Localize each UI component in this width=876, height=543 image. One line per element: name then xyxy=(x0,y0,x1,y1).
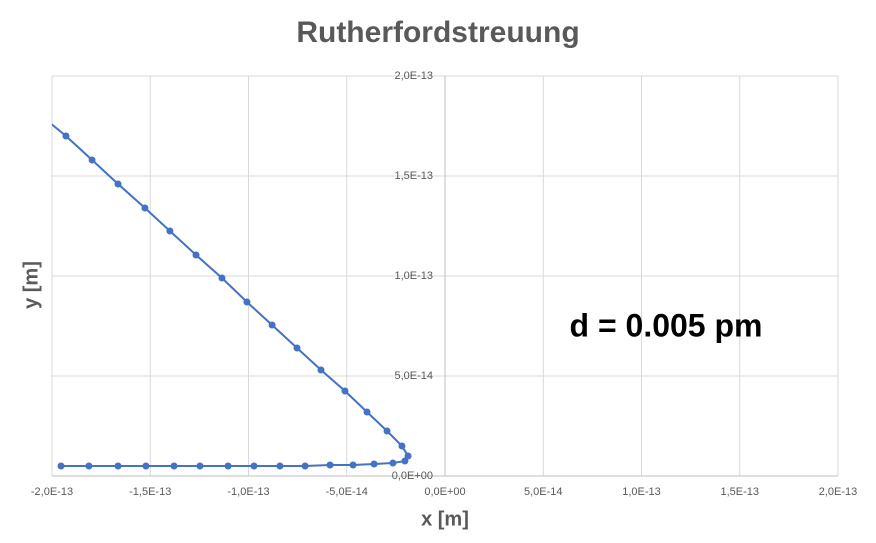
data-point xyxy=(363,408,371,416)
data-point xyxy=(170,462,178,470)
chart-title: Rutherfordstreuung xyxy=(296,16,579,49)
data-point xyxy=(349,461,357,469)
x-tick-label: -1,0E-13 xyxy=(227,486,269,498)
data-point xyxy=(276,462,284,470)
y-tick-label: 1,0E-13 xyxy=(394,270,433,282)
data-point xyxy=(326,461,334,469)
data-point xyxy=(317,366,325,374)
data-point xyxy=(88,156,96,164)
x-tick-label: 1,0E-13 xyxy=(622,486,661,498)
y-tick-label: 0,0E+00 xyxy=(392,470,433,482)
data-point xyxy=(250,462,258,470)
data-point xyxy=(268,321,276,329)
series-line xyxy=(52,123,410,467)
data-point xyxy=(383,427,391,435)
data-point xyxy=(114,462,122,470)
x-tick-label: 5,0E-14 xyxy=(524,486,563,498)
data-point xyxy=(85,462,93,470)
data-point xyxy=(404,452,412,460)
data-point xyxy=(401,457,409,465)
x-tick-label: 0,0E+00 xyxy=(424,486,465,498)
data-point xyxy=(141,204,149,212)
data-point xyxy=(389,459,397,467)
x-tick-label: 1,5E-13 xyxy=(720,486,759,498)
y-tick-label: 5,0E-14 xyxy=(394,370,433,382)
data-point xyxy=(114,180,122,188)
data-point xyxy=(398,442,406,450)
y-axis-title: y [m] xyxy=(20,261,42,309)
y-tick-label: 1,5E-13 xyxy=(394,170,433,182)
x-tick-label: -2,0E-13 xyxy=(31,486,73,498)
x-axis-title: x [m] xyxy=(421,508,469,530)
data-point xyxy=(341,387,349,395)
data-point xyxy=(301,462,309,470)
data-point xyxy=(62,132,70,140)
x-tick-label: -5,0E-14 xyxy=(326,486,368,498)
plot-area xyxy=(52,123,412,470)
data-point xyxy=(293,344,301,352)
data-point xyxy=(57,462,65,470)
x-tick-label: 2,0E-13 xyxy=(819,486,858,498)
data-point xyxy=(218,274,226,282)
grid xyxy=(51,75,839,477)
data-point xyxy=(224,462,232,470)
data-point xyxy=(243,298,251,306)
data-point xyxy=(192,251,200,259)
data-point xyxy=(196,462,204,470)
annotation: d = 0.005 pm xyxy=(570,307,763,343)
y-tick-label: 2,0E-13 xyxy=(394,70,433,82)
data-point xyxy=(370,460,378,468)
data-point xyxy=(166,227,174,235)
x-tick-label: -1,5E-13 xyxy=(129,486,171,498)
data-point xyxy=(142,462,150,470)
